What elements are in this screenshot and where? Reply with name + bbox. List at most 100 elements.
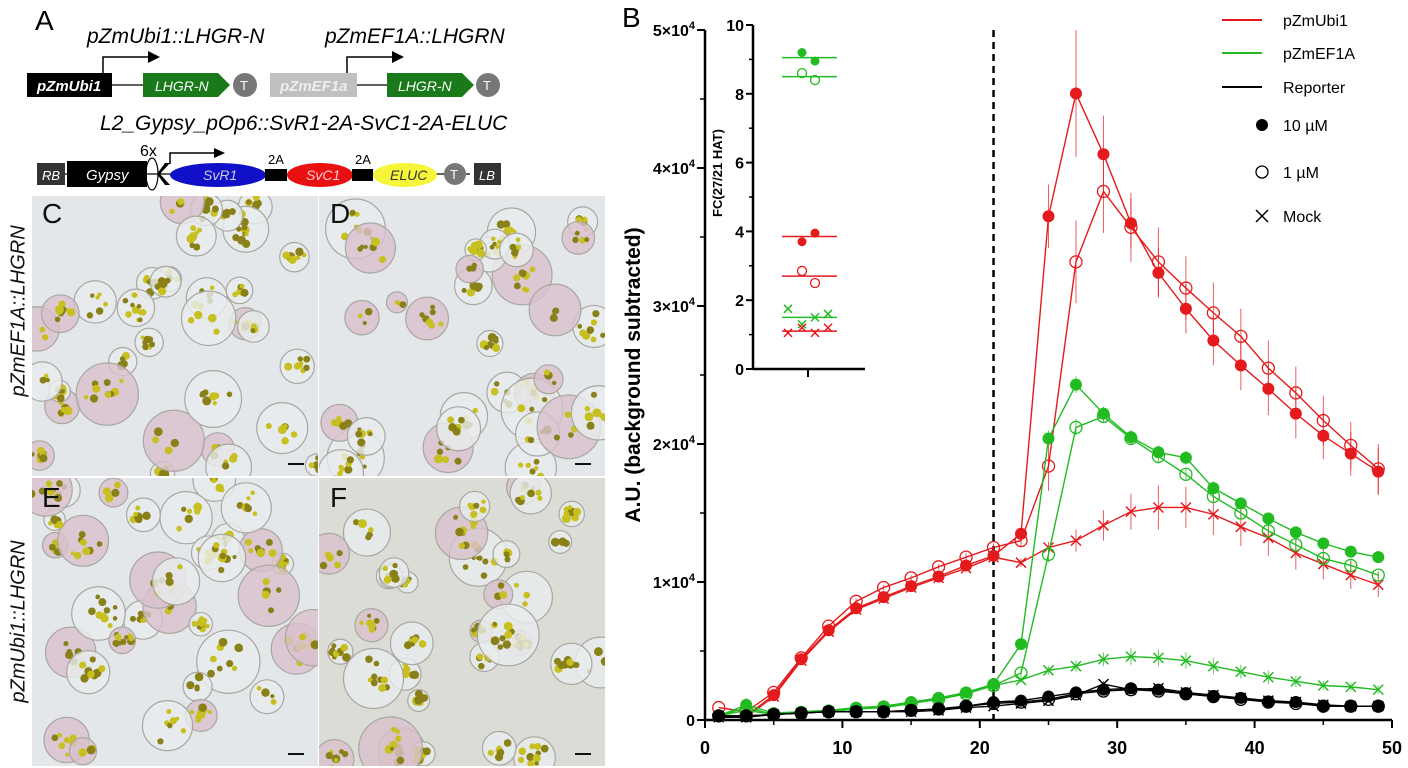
- chloroplast: [355, 430, 363, 438]
- data-point: [1069, 686, 1082, 699]
- data-point: [1179, 281, 1193, 295]
- chloroplast: [41, 334, 49, 341]
- data-point: [1372, 551, 1385, 564]
- chloroplast: [112, 605, 118, 610]
- chloroplast: [268, 549, 277, 558]
- chloroplast: [522, 286, 528, 293]
- chloroplast: [341, 750, 349, 758]
- data-point: [767, 707, 781, 722]
- data-point: [988, 551, 1000, 563]
- chloroplast: [46, 487, 55, 496]
- chloroplast: [383, 575, 392, 584]
- data-point: [876, 700, 891, 715]
- chloroplast: [270, 694, 275, 699]
- data-point: [876, 705, 891, 719]
- legend-label: pZmEF1A: [1283, 46, 1355, 63]
- chloroplast: [80, 674, 89, 683]
- chloroplast: [453, 514, 459, 520]
- chloroplast: [226, 391, 233, 398]
- chloroplast: [48, 543, 56, 551]
- chloroplast: [97, 292, 102, 297]
- data-point: [1014, 666, 1028, 680]
- chloroplast: [139, 308, 147, 316]
- chloroplast: [120, 359, 128, 368]
- chloroplast: [124, 635, 129, 640]
- chloroplast: [564, 411, 572, 418]
- promoter-arrow-icon: [346, 56, 394, 73]
- data-point: [1042, 210, 1055, 223]
- inset-data-point: [809, 74, 821, 86]
- data-point: [877, 705, 890, 718]
- data-point: [1041, 692, 1056, 706]
- data-point: [795, 705, 808, 718]
- chloroplast: [224, 213, 230, 219]
- chloroplast: [153, 427, 163, 437]
- chloroplast: [389, 746, 394, 751]
- y-tick-exponent: 4: [689, 158, 696, 170]
- rb-label: RB: [42, 168, 60, 183]
- chloroplast: [329, 765, 335, 766]
- chloroplast: [455, 527, 464, 537]
- chloroplast: [223, 208, 230, 215]
- chloroplast: [111, 488, 120, 497]
- chloroplast: [467, 246, 473, 252]
- data-point: [1179, 451, 1192, 464]
- panel-label-c: C: [42, 198, 63, 229]
- chloroplast: [312, 461, 318, 470]
- micrograph-d: [319, 196, 605, 476]
- inset-y-tick-label: 6: [735, 156, 744, 173]
- series-pZmUbi1-1 µM: [712, 150, 1385, 719]
- chloroplast: [525, 462, 532, 469]
- data-point: [1207, 334, 1220, 347]
- protoplast-image: [32, 478, 318, 766]
- chloroplast: [208, 313, 217, 323]
- chloroplast: [357, 519, 367, 529]
- data-point: [1180, 655, 1192, 667]
- data-point: [795, 653, 808, 666]
- data-point: [1207, 508, 1219, 520]
- chloroplast: [207, 710, 212, 715]
- chloroplast: [135, 515, 143, 524]
- data-point: [876, 580, 891, 595]
- chloroplast: [334, 561, 342, 569]
- series-pZmUbi1-10 µM: [712, 30, 1385, 722]
- chloroplast: [39, 326, 46, 333]
- chloroplast: [403, 641, 412, 650]
- chloroplast: [492, 621, 498, 627]
- chloroplast: [364, 307, 373, 316]
- protoplast-cell: [358, 716, 423, 766]
- data-point: [1372, 465, 1385, 478]
- protoplast-image: [319, 478, 605, 766]
- data-point: [905, 696, 918, 709]
- chloroplast: [128, 635, 135, 642]
- chloroplast: [503, 551, 510, 558]
- chloroplast: [502, 640, 512, 649]
- data-point: [740, 709, 753, 722]
- chloroplast: [212, 400, 217, 406]
- chloroplast: [232, 554, 237, 560]
- chloroplast: [159, 280, 168, 289]
- chloroplast: [496, 748, 505, 757]
- chloroplast: [229, 454, 238, 463]
- data-point: [823, 706, 835, 718]
- data-point: [933, 693, 945, 705]
- chloroplast: [38, 487, 47, 495]
- gene-lhgr-box: [143, 73, 230, 97]
- chloroplast: [86, 312, 94, 319]
- data-point: [767, 707, 780, 720]
- chloroplast: [504, 556, 511, 563]
- inset-group-pZmEF1A-1 µM: [782, 68, 837, 86]
- data-point: [1015, 527, 1028, 540]
- promoter-ef1a-label: pZmEF1a: [279, 78, 348, 95]
- data-point: [1042, 541, 1055, 554]
- chloroplast: [79, 661, 87, 669]
- data-point: [1124, 682, 1137, 695]
- data-point: [795, 707, 808, 720]
- data-point: [1151, 449, 1166, 464]
- data-point: [739, 703, 753, 717]
- chloroplast: [447, 416, 455, 424]
- chloroplast: [592, 310, 600, 318]
- chloroplast: [56, 394, 65, 403]
- data-point: [850, 701, 863, 714]
- chloroplast: [237, 235, 246, 245]
